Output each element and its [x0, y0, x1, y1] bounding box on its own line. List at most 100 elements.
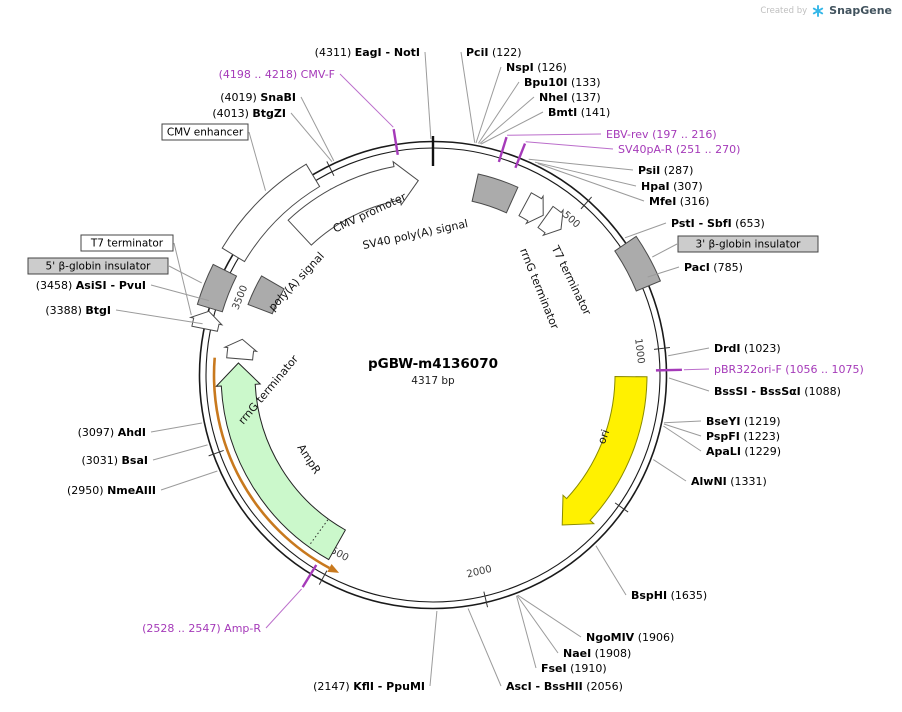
primer-site-tick	[497, 136, 508, 163]
feature-inner-label: poly(A) signal	[266, 250, 327, 314]
enzyme-site-label: (2950) NmeAIII	[67, 484, 156, 497]
boxed-label-leader-line	[173, 242, 192, 316]
enzyme-leader-line	[668, 347, 710, 357]
enzyme-leader-line	[668, 377, 710, 392]
feature-cmv-promoter	[287, 160, 419, 246]
primer-site-tick	[655, 368, 682, 372]
feature-inner-label: SV40 poly(A) signal	[361, 217, 469, 252]
enzyme-leader-line	[290, 112, 333, 163]
enzyme-site-label: PspFI (1223)	[706, 430, 780, 443]
enzyme-leader-line	[624, 222, 667, 239]
tick-label: 2000	[466, 564, 493, 581]
boxed-feature-label-box	[80, 234, 174, 252]
enzyme-site-label: (4013) BtgZI	[212, 107, 286, 120]
enzyme-leader-line	[480, 111, 544, 145]
site-label-layer: (4311) EagI - NotI (4198 .. 4218) CMV-F (4…	[36, 46, 864, 693]
tick-label: 500	[560, 210, 582, 231]
tick-mark	[326, 161, 335, 176]
tick-mark	[614, 502, 629, 513]
feature-inner-label: ori	[595, 428, 612, 446]
primer-site-tick	[301, 564, 318, 588]
enzyme-site-label: NheI (137)	[539, 91, 601, 104]
enzyme-leader-line	[477, 81, 520, 144]
feature-ampr	[215, 362, 347, 561]
boxed-feature-label-box	[27, 257, 169, 275]
boxed-feature-label: CMV enhancer	[167, 127, 244, 139]
enzyme-leader-line	[517, 594, 582, 638]
snapgene-watermark: Created by SnapGene	[760, 4, 892, 17]
feature-inner-label: AmpR	[295, 442, 324, 477]
tick-label: 3500	[231, 284, 251, 312]
primer-leader-line	[683, 368, 710, 371]
enzyme-leader-line	[150, 284, 210, 302]
enzyme-site-label: (4311) EagI - NotI	[315, 46, 420, 59]
enzyme-site-label: (2147) KflI - PpuMI	[313, 680, 425, 693]
tick-mark	[653, 347, 670, 350]
enzyme-leader-line	[160, 470, 218, 491]
enzyme-site-label: BspHI (1635)	[631, 589, 707, 602]
enzyme-leader-line	[467, 608, 502, 687]
enzyme-site-label: (3031) BsaI	[81, 454, 148, 467]
enzyme-site-label: BmtI (141)	[548, 106, 610, 119]
feature-ori	[561, 375, 648, 526]
enzyme-site-label: ApaLI (1229)	[706, 445, 781, 458]
enzyme-site-label: (3458) AsiSI - PvuI	[36, 279, 146, 292]
snapgene-logo-icon	[813, 4, 824, 17]
enzyme-site-label: MfeI (316)	[649, 195, 709, 208]
primer-label: EBV-rev (197 .. 216)	[606, 128, 717, 141]
primer-label: (2528 .. 2547) Amp-R	[142, 622, 261, 635]
feature-cmv-enhancer	[221, 163, 321, 263]
feature-ampr-orange-arc	[212, 357, 331, 570]
enzyme-site-label: Bpu10I (133)	[524, 76, 601, 89]
enzyme-leader-line	[152, 444, 208, 461]
enzyme-leader-line	[537, 163, 645, 202]
feature-t7-terminator-1	[537, 205, 564, 237]
watermark-created-by: Created by	[760, 5, 808, 16]
tick-mark	[208, 449, 224, 457]
feature-layer	[188, 160, 662, 573]
feature-rrng-terminator-2	[222, 338, 259, 361]
enzyme-leader-line	[300, 96, 335, 162]
enzyme-leader-line	[516, 595, 537, 669]
primer-leader-line	[265, 588, 302, 629]
enzyme-site-label: AlwNI (1331)	[691, 475, 767, 488]
enzyme-leader-line	[424, 51, 432, 140]
enzyme-leader-line	[475, 66, 502, 144]
tick-mark	[580, 196, 593, 210]
boxed-feature-label-box	[161, 123, 249, 141]
enzyme-leader-line	[479, 96, 535, 145]
boxed-label-leader-line	[652, 243, 678, 258]
primer-leader-line	[339, 73, 394, 128]
boxed-feature-label: 3' β-globin insulator	[696, 239, 802, 251]
enzyme-leader-line	[115, 309, 203, 325]
plasmid-ring-layer	[198, 136, 668, 610]
tick-mark	[483, 591, 489, 608]
enzyme-leader-line	[534, 161, 637, 187]
enzyme-site-label: NgoMIV (1906)	[586, 631, 674, 644]
enzyme-site-label: FseI (1910)	[541, 662, 607, 675]
enzyme-site-label: (3388) BtgI	[45, 304, 111, 317]
boxed-label-leader-line	[248, 131, 266, 191]
feature-ampr-orange-arc-arrowhead	[327, 563, 340, 573]
feature-three-prime-beta-globin-insulator	[614, 235, 662, 292]
enzyme-site-label: PsiI (287)	[638, 164, 693, 177]
enzyme-site-label: BssSI - BssSαI (1088)	[714, 385, 841, 398]
primer-leader-line	[507, 133, 602, 136]
feature-sv40-poly-a-signal	[471, 173, 519, 214]
enzyme-leader-line	[516, 595, 559, 654]
feature-rrng-terminator-1	[518, 192, 544, 225]
tick-label: 1000	[632, 338, 646, 365]
primer-leader-line	[525, 141, 614, 150]
primer-site-tick	[514, 143, 527, 169]
feature-inner-label: T7 terminator	[548, 243, 594, 318]
watermark-brand: SnapGene	[829, 4, 892, 17]
feature-poly-a-signal	[247, 275, 285, 315]
enzyme-leader-line	[653, 459, 687, 482]
primer-label: (4198 .. 4218) CMV-F	[219, 68, 335, 81]
enzyme-leader-line	[664, 420, 702, 424]
enzyme-leader-line	[595, 545, 627, 596]
enzyme-leader-line	[647, 266, 680, 278]
enzyme-site-label: AscI - BssHII (2056)	[506, 680, 623, 693]
